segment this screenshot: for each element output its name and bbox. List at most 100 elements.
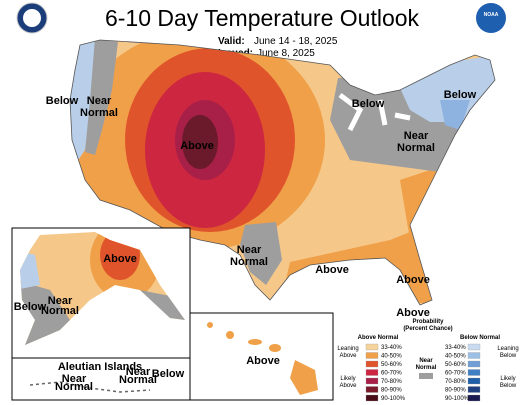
below-swatch — [467, 369, 481, 376]
label-line: Above — [246, 355, 280, 367]
below-swatch — [467, 394, 481, 402]
issued-date: June 8, 2025 — [257, 48, 315, 59]
label-line: Near — [404, 130, 429, 142]
conus-outline — [69, 39, 496, 306]
region-label: Below — [14, 301, 47, 313]
label-line: Above — [103, 253, 137, 265]
below-bin-label: 40-50% — [445, 354, 466, 360]
region-label: Near Normal — [41, 295, 79, 317]
label-line: Near — [87, 95, 112, 107]
legend-line: Above — [339, 353, 357, 359]
likely-above: Likely Above — [339, 376, 357, 389]
below-bin-label: 80-90% — [445, 388, 466, 394]
legend-title: Probability (Percent Chance) — [403, 319, 452, 332]
region-label: Above — [396, 307, 430, 319]
region-label: Above — [396, 274, 430, 286]
valid-label: Valid: — [218, 36, 245, 47]
below-swatch — [467, 377, 481, 385]
leaning-below: Leaning Below — [497, 346, 518, 359]
above-swatch — [365, 352, 379, 359]
aleutian-title: Aleutian Islands — [58, 361, 142, 373]
below-swatch — [467, 352, 481, 359]
label-line: Below — [352, 98, 385, 110]
legend-line: Below — [500, 353, 517, 359]
region-label: Above — [180, 140, 214, 152]
label-line: Below — [152, 368, 185, 380]
above-bin-label: 60-70% — [381, 371, 402, 377]
above-bin-label: 70-80% — [381, 379, 402, 385]
below-bin-label: 90-100% — [445, 396, 470, 402]
label-line: Near — [62, 373, 87, 385]
legend-line: Leaning — [337, 346, 358, 352]
label-line: Near — [237, 244, 262, 256]
label-line: Normal — [119, 374, 157, 386]
likely-below: Likely Below — [500, 376, 517, 389]
above-bin-label: 80-90% — [381, 388, 402, 394]
above-swatch — [365, 394, 379, 402]
above-swatch — [365, 343, 379, 351]
label-line: Above — [180, 140, 214, 152]
label-line: Near — [126, 366, 151, 378]
hawaii — [207, 322, 318, 395]
label-line: Above — [315, 264, 349, 276]
legend-line: Likely — [500, 376, 515, 382]
legend: Probability (Percent Chance) Above Normal… — [337, 319, 518, 402]
aleutian-islands — [29, 381, 151, 393]
below-title: Below Normal — [460, 335, 500, 341]
below-swatch — [467, 386, 481, 393]
legend-line: Leaning — [497, 346, 518, 352]
near-label: Near Normal — [416, 358, 437, 371]
region-label: Below — [152, 368, 185, 380]
below-bin-label: 60-70% — [445, 371, 466, 377]
noaa-text: NOAA — [484, 12, 499, 18]
region-label: Below — [444, 89, 477, 101]
doc-logo-inner — [23, 9, 41, 27]
great-lakes — [338, 93, 411, 132]
map-labels: Below Near Normal Above Below Near Normal … — [14, 89, 477, 393]
label-line: Below — [444, 89, 477, 101]
region-label: Above — [246, 355, 280, 367]
near-swatch — [419, 373, 433, 379]
region-label: Near Normal — [397, 130, 435, 154]
label-line: Normal — [397, 142, 435, 154]
leaning-above: Leaning Above — [337, 346, 358, 359]
region-label: Below — [352, 98, 385, 110]
label-line: Normal — [230, 256, 268, 268]
near-line: Normal — [416, 365, 437, 371]
above-swatch — [365, 369, 379, 376]
label-line: Below — [14, 301, 47, 313]
region-label: Above — [315, 264, 349, 276]
below-bin-label: 70-80% — [445, 379, 466, 385]
region-label: Near Normal — [119, 366, 157, 386]
region-label: Above — [103, 253, 137, 265]
below-bin-label: 33-40% — [445, 345, 466, 351]
legend-line: Above — [339, 383, 357, 389]
above-bin-label: 40-50% — [381, 354, 402, 360]
region-label: Near Normal — [230, 244, 268, 268]
legend-line: Below — [500, 383, 517, 389]
aleutian-box — [11, 357, 191, 401]
below-swatch — [467, 343, 481, 351]
region-label: Below — [46, 95, 79, 107]
label-line: Normal — [55, 381, 93, 393]
label-line: Above — [396, 307, 430, 319]
label-line: Below — [46, 95, 79, 107]
label-line: Normal — [80, 107, 118, 119]
above-bin-label: 90-100% — [381, 396, 406, 402]
region-label: Near Normal — [55, 373, 93, 393]
above-swatch — [365, 360, 379, 368]
below-swatch — [467, 360, 481, 368]
legend-title-line: Probability — [412, 319, 444, 325]
noaa-logo — [476, 3, 506, 33]
legend-title-line: (Percent Chance) — [403, 326, 452, 332]
near-line: Near — [419, 358, 433, 364]
above-bin-label: 50-60% — [381, 362, 402, 368]
label-line: Above — [396, 274, 430, 286]
region-label: Near Normal — [80, 95, 118, 119]
title: 6-10 Day Temperature Outlook — [105, 5, 420, 31]
above-bin-label: 33-40% — [381, 345, 402, 351]
label-line: Normal — [41, 305, 79, 317]
legend-line: Likely — [340, 376, 355, 382]
above-title: Above Normal — [358, 335, 399, 341]
